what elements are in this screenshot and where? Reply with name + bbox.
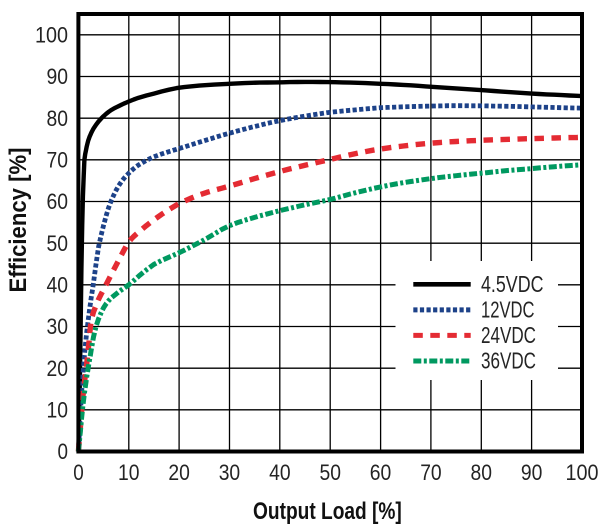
svg-text:Efficiency [%]: Efficiency [%] [5,148,32,293]
svg-text:50: 50 [320,460,342,485]
svg-text:100: 100 [35,23,68,48]
svg-text:Output Load [%]: Output Load [%] [253,498,402,525]
svg-text:70: 70 [420,460,442,485]
svg-text:50: 50 [47,231,69,256]
svg-text:36VDC: 36VDC [481,348,536,374]
svg-text:30: 30 [47,314,69,339]
svg-text:20: 20 [168,460,190,485]
svg-text:0: 0 [58,439,69,464]
svg-text:100: 100 [566,460,599,485]
svg-text:30: 30 [219,460,241,485]
svg-text:60: 60 [370,460,392,485]
svg-text:40: 40 [269,460,291,485]
svg-text:24VDC: 24VDC [481,322,536,348]
svg-text:20: 20 [47,356,69,381]
svg-text:10: 10 [47,398,69,423]
svg-text:10: 10 [118,460,140,485]
svg-text:80: 80 [471,460,493,485]
svg-text:70: 70 [47,148,69,173]
svg-text:40: 40 [47,273,69,298]
svg-text:90: 90 [47,64,69,89]
svg-text:60: 60 [47,189,69,214]
svg-text:0: 0 [73,460,84,485]
svg-text:12VDC: 12VDC [481,297,535,323]
svg-text:4.5VDC: 4.5VDC [481,271,544,297]
svg-text:90: 90 [521,460,543,485]
svg-text:80: 80 [47,106,69,131]
